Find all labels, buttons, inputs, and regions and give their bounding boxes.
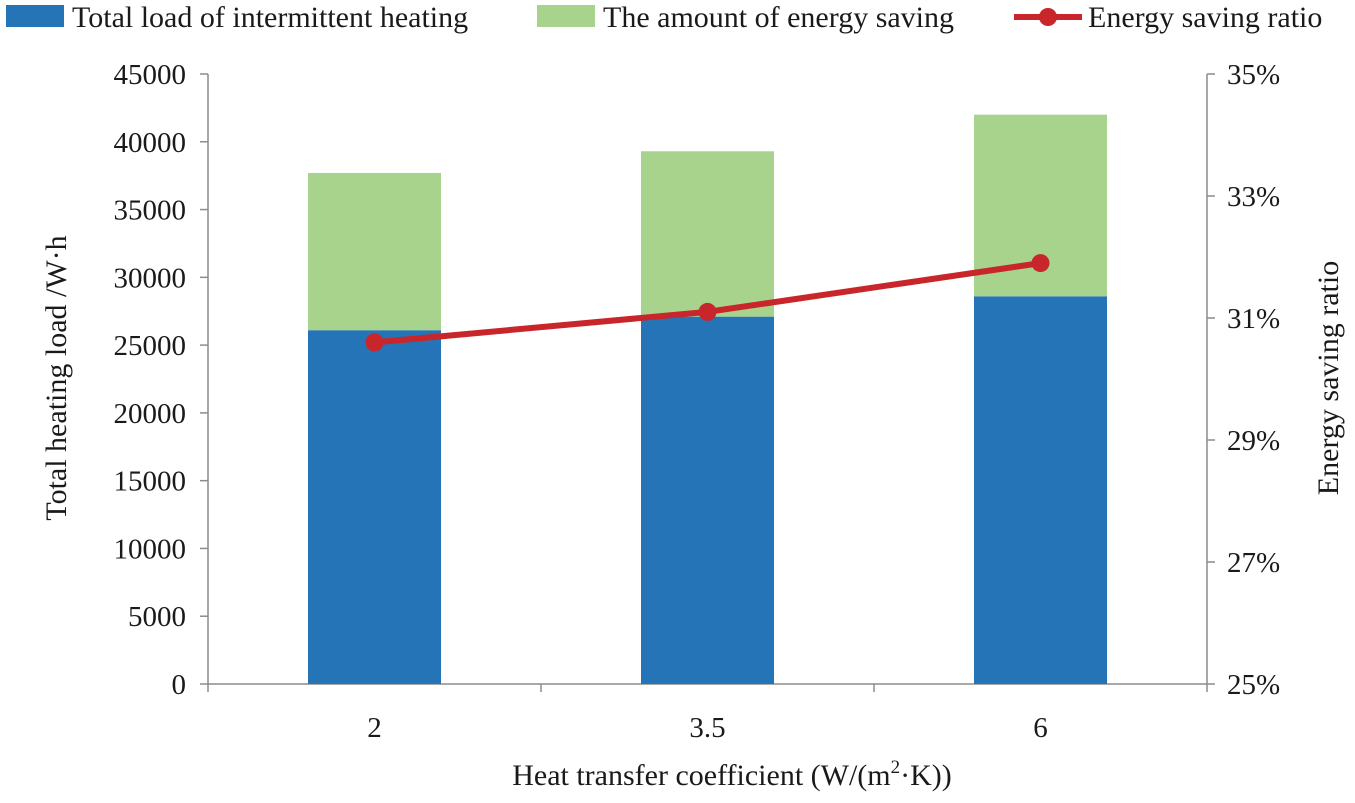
left-tick-label: 5000 [128,601,186,633]
ratio-point [698,302,717,321]
left-tick-label: 15000 [114,466,187,498]
bar-intermittent-load [308,330,441,684]
left-axis-title: Total heating load /W·h [40,235,73,520]
left-tick-label: 40000 [114,127,187,159]
right-tick-label: 29% [1227,425,1280,457]
legend-marker-ratio [1039,8,1057,26]
legend-label: Total load of intermittent heating [72,1,468,34]
bar-intermittent-load [641,316,774,684]
legend-swatch-energy-saving [537,5,595,27]
bar-energy-saving [641,151,774,317]
axes: 0 5000 10000 15000 20000 25000 30000 35000 40000… [114,59,1281,744]
right-axis-title: Energy saving ratio [1312,261,1345,495]
ratio-point [1031,254,1050,273]
right-tick-label: 35% [1227,59,1280,91]
x-tick-label: 6 [1033,712,1048,744]
right-tick-label: 33% [1227,181,1280,213]
ratio-line [365,254,1050,352]
x-axis-title-suffix: ·K)) [900,759,952,792]
bar-intermittent-load [974,296,1107,684]
x-axis-title: Heat transfer coefficient (W/(m2·K)) [512,757,952,792]
left-tick-label: 30000 [114,262,187,294]
left-tick-label: 20000 [114,398,187,430]
x-tick-label: 2 [367,712,382,744]
right-tick-label: 31% [1227,303,1280,335]
left-tick-label: 0 [172,669,187,701]
right-tick-label: 25% [1227,669,1280,701]
left-tick-label: 10000 [114,533,187,565]
x-axis-title-prefix: Heat transfer coefficient (W/(m [512,759,890,792]
x-axis-title-sup: 2 [891,757,901,778]
legend-swatch-intermittent-load [6,5,64,27]
legend-label: The amount of energy saving [603,1,954,34]
ratio-point [365,333,384,352]
left-tick-label: 45000 [114,59,187,91]
bars [308,114,1107,684]
bar-energy-saving [308,172,441,331]
legend-label: Energy saving ratio [1088,1,1322,34]
right-tick-label: 27% [1227,547,1280,579]
left-tick-label: 35000 [114,195,187,227]
x-tick-label: 3.5 [689,712,725,744]
legend: Total load of intermittent heating The am… [6,1,1322,34]
left-tick-label: 25000 [114,330,187,362]
